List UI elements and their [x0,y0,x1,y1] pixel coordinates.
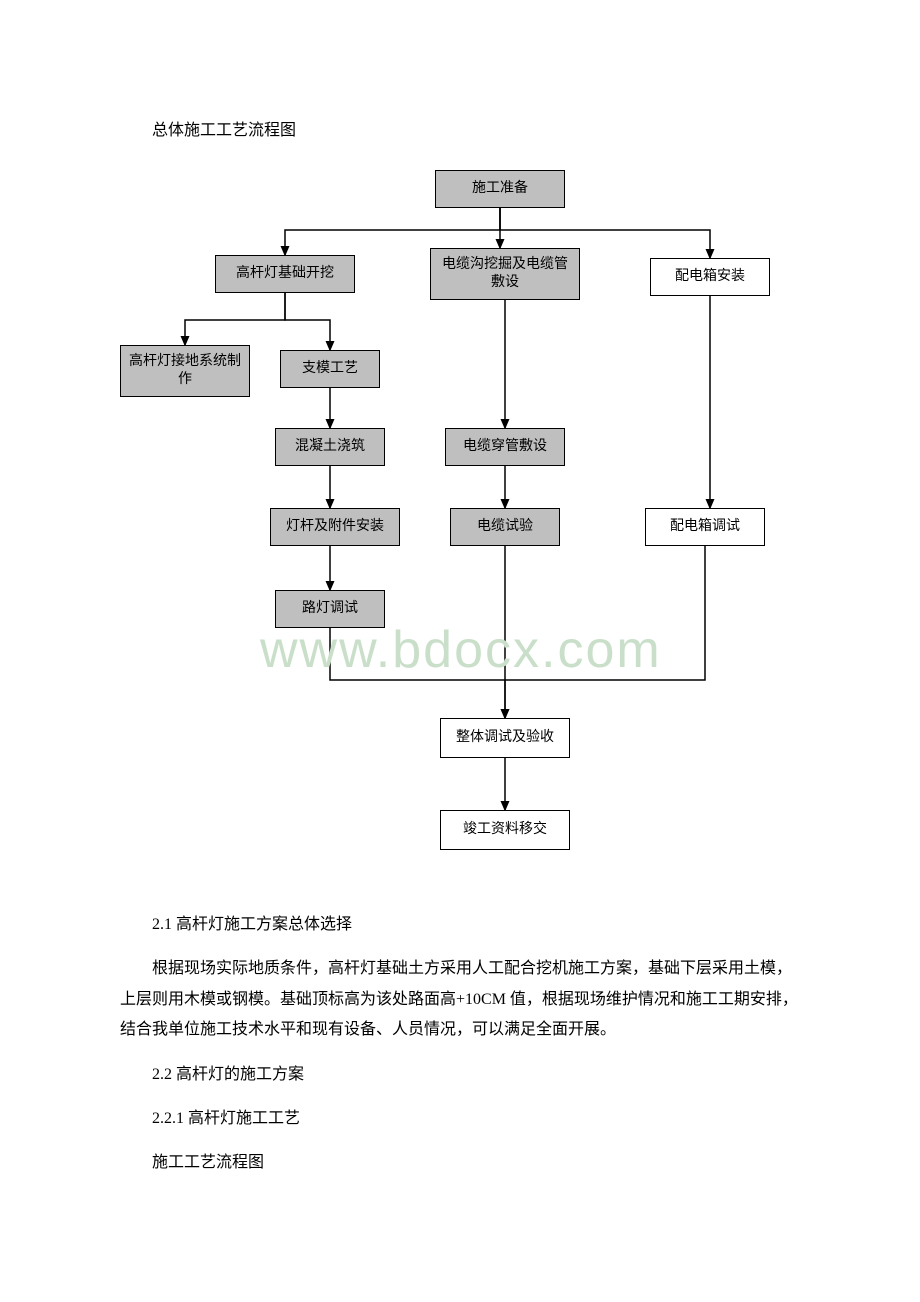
flow-node: 高杆灯接地系统制作 [120,345,250,397]
section-2-1-body: 根据现场实际地质条件，高杆灯基础土方采用人工配合挖机施工方案，基础下层采用土模，… [120,954,800,1045]
flowchart-title: 总体施工工艺流程图 [120,116,800,140]
watermark-text: www.bdocx.com [260,620,662,680]
section-2-1-heading: 2.1 高杆灯施工方案总体选择 [120,910,800,940]
flow-node: 整体调试及验收 [440,718,570,758]
process-flow-label: 施工工艺流程图 [120,1148,800,1178]
flow-node: 电缆试验 [450,508,560,546]
flow-node: 电缆沟挖掘及电缆管敷设 [430,248,580,300]
flow-node: 施工准备 [435,170,565,208]
flow-node: 电缆穿管敷设 [445,428,565,466]
section-2-2-heading: 2.2 高杆灯的施工方案 [120,1060,800,1090]
section-2-2-1-heading: 2.2.1 高杆灯施工工艺 [120,1104,800,1134]
flowchart-container: www.bdocx.com 施工准备高杆灯基础开挖 电缆沟挖掘及电缆管敷设 配电箱安… [120,170,800,890]
flow-node: 混凝土浇筑 [275,428,385,466]
document-page: 总体施工工艺流程图 www.bdocx.com 施工准备高杆灯基础开挖 电缆沟挖掘… [0,0,920,1302]
flow-node: 高杆灯基础开挖 [215,255,355,293]
flow-node: 配电箱安装 [650,258,770,296]
flow-node: 灯杆及附件安装 [270,508,400,546]
flow-node: 配电箱调试 [645,508,765,546]
flow-node: 支模工艺 [280,350,380,388]
flow-node: 路灯调试 [275,590,385,628]
flow-node: 竣工资料移交 [440,810,570,850]
